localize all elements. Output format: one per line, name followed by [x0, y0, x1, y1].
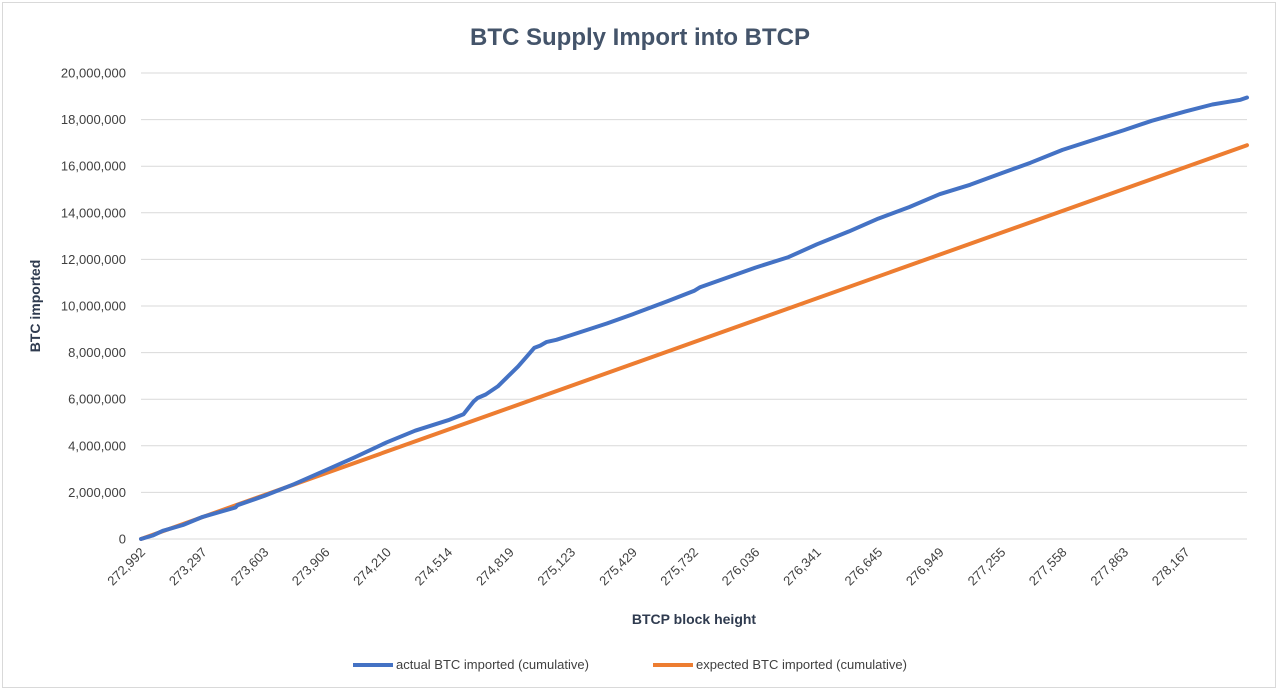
gridlines [141, 72, 1247, 493]
chart-title: BTC Supply Import into BTCP [470, 24, 810, 51]
legend: actual BTC imported (cumulative) expecte… [353, 657, 907, 672]
y-tick-label: 16,000,000 [61, 159, 126, 174]
y-axis-label: BTC imported [27, 260, 43, 353]
y-tick-label: 18,000,000 [61, 112, 126, 127]
x-tick-label: 277,558 [1026, 545, 1070, 589]
x-tick-label: 276,645 [842, 545, 886, 589]
legend-label-actual: actual BTC imported (cumulative) [396, 657, 589, 672]
y-tick-label: 14,000,000 [61, 205, 126, 220]
y-tick-label: 2,000,000 [68, 485, 126, 500]
y-tick-label: 6,000,000 [68, 392, 126, 407]
y-tick-label: 12,000,000 [61, 252, 126, 267]
x-axis-ticks: 272,992 273,297 273,603 273,906 274,210 274,5… [104, 545, 1192, 589]
x-tick-label: 274,514 [411, 545, 455, 589]
x-tick-label: 275,123 [534, 545, 578, 589]
x-tick-label: 274,210 [350, 545, 394, 589]
y-tick-label: 20,000,000 [61, 66, 126, 81]
x-tick-label: 276,036 [719, 545, 763, 589]
x-tick-label: 273,603 [228, 545, 272, 589]
x-tick-label: 275,429 [596, 545, 640, 589]
y-tick-label: 4,000,000 [68, 438, 126, 453]
legend-label-expected: expected BTC imported (cumulative) [696, 657, 907, 672]
y-tick-label: 10,000,000 [61, 299, 126, 314]
x-tick-label: 276,949 [903, 545, 947, 589]
x-tick-label: 274,819 [473, 545, 517, 589]
series-lines [139, 95, 1249, 541]
x-tick-label: 272,992 [104, 545, 148, 589]
x-axis-label: BTCP block height [632, 611, 757, 627]
x-tick-label: 275,732 [657, 545, 701, 589]
series-line-expected [139, 143, 1249, 541]
y-tick-label: 8,000,000 [68, 345, 126, 360]
x-tick-label: 276,341 [780, 545, 824, 589]
series-line-actual [139, 95, 1249, 541]
x-tick-label: 277,863 [1087, 545, 1131, 589]
x-tick-label: 277,255 [965, 545, 1009, 589]
x-tick-label: 273,297 [166, 545, 210, 589]
y-tick-label: 0 [119, 532, 126, 547]
x-tick-label: 273,906 [289, 545, 333, 589]
x-tick-label: 278,167 [1149, 545, 1193, 589]
y-axis-ticks: 0 2,000,000 4,000,000 6,000,000 8,000,000 10,… [61, 66, 126, 547]
